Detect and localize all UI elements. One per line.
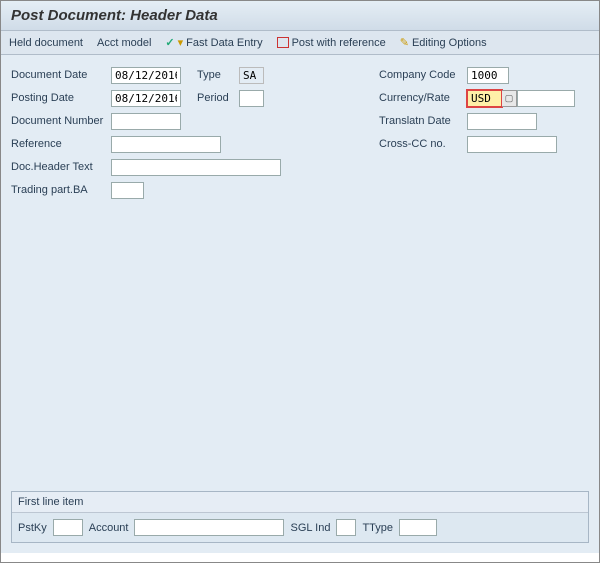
reference-label: Reference [11, 138, 111, 150]
check-icon: ✓ [165, 36, 174, 49]
fast-data-entry-button[interactable]: ✓ ▾ Fast Data Entry [165, 36, 262, 49]
first-line-item-group: First line item PstKy Account SGL Ind TT… [11, 491, 589, 543]
document-date-label: Document Date [11, 69, 111, 81]
account-label: Account [89, 522, 129, 534]
editing-options-button[interactable]: ✎ Editing Options [400, 36, 487, 49]
first-line-item-title: First line item [12, 492, 588, 513]
posting-date-input[interactable] [111, 90, 181, 107]
cross-cc-label: Cross-CC no. [379, 138, 467, 150]
currency-input[interactable] [467, 90, 502, 107]
pencil-icon: ✎ [400, 36, 409, 49]
edit-small-icon: ▾ [178, 36, 184, 49]
post-with-reference-button[interactable]: Post with reference [277, 37, 386, 49]
type-input[interactable] [239, 67, 264, 84]
period-input[interactable] [239, 90, 264, 107]
account-input[interactable] [134, 519, 284, 536]
currency-rate-input[interactable] [517, 90, 575, 107]
translation-date-input[interactable] [467, 113, 537, 130]
ttype-input[interactable] [399, 519, 437, 536]
cross-cc-input[interactable] [467, 136, 557, 153]
page-title: Post Document: Header Data [1, 1, 599, 31]
pstky-input[interactable] [53, 519, 83, 536]
held-document-button[interactable]: Held document [9, 37, 83, 49]
company-code-input[interactable] [467, 67, 509, 84]
form-content: Document Date Type Posting Date Period D… [1, 55, 599, 553]
header-text-label: Doc.Header Text [11, 161, 111, 173]
document-number-label: Document Number [11, 115, 111, 127]
pstky-label: PstKy [18, 522, 47, 534]
window: Post Document: Header Data Held document… [0, 0, 600, 563]
sgl-ind-label: SGL Ind [290, 522, 330, 534]
company-code-label: Company Code [379, 69, 467, 81]
acct-model-button[interactable]: Acct model [97, 37, 151, 49]
document-date-input[interactable] [111, 67, 181, 84]
document-icon [277, 37, 289, 48]
ttype-label: TType [362, 522, 393, 534]
period-label: Period [197, 92, 239, 104]
currency-f4-icon[interactable]: ▢ [502, 90, 517, 107]
currency-rate-label: Currency/Rate [379, 92, 467, 104]
posting-date-label: Posting Date [11, 92, 111, 104]
header-text-input[interactable] [111, 159, 281, 176]
trading-part-label: Trading part.BA [11, 184, 111, 196]
document-number-input[interactable] [111, 113, 181, 130]
sgl-ind-input[interactable] [336, 519, 356, 536]
trading-part-input[interactable] [111, 182, 144, 199]
translation-date-label: Translatn Date [379, 115, 467, 127]
reference-input[interactable] [111, 136, 221, 153]
toolbar: Held document Acct model ✓ ▾ Fast Data E… [1, 31, 599, 55]
type-label: Type [197, 69, 239, 81]
